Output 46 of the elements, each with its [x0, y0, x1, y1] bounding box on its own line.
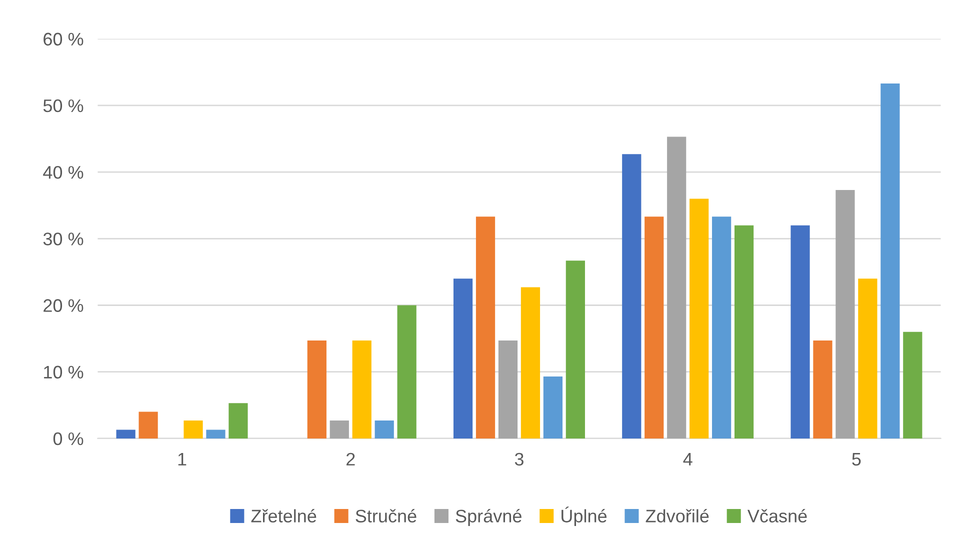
- x-tick-label: 3: [514, 452, 524, 466]
- bar: [712, 216, 732, 438]
- y-tick-label: 0 %: [53, 432, 84, 446]
- legend-label: Zdvořilé: [646, 509, 709, 522]
- bar: [622, 154, 642, 438]
- y-tick-label: 10 %: [44, 366, 84, 379]
- bar: [667, 136, 686, 438]
- bar: [858, 278, 878, 438]
- bar: [116, 430, 136, 438]
- bar: [836, 190, 855, 438]
- bar: [397, 305, 416, 438]
- legend-label: Stručné: [356, 509, 416, 522]
- bar: [352, 340, 372, 438]
- bar: [206, 430, 226, 438]
- bar: [813, 340, 832, 438]
- y-tick-label: 60 %: [44, 32, 84, 46]
- bar: [520, 287, 540, 438]
- bar: [543, 376, 563, 438]
- legend-label: Zřetelné: [251, 509, 316, 522]
- y-tick-label: 50 %: [43, 99, 84, 112]
- x-tick-label: 2: [346, 452, 355, 466]
- bar: [734, 225, 754, 438]
- bar: [880, 83, 900, 438]
- bar: [330, 420, 349, 438]
- bar: [476, 216, 496, 438]
- bar: [138, 412, 158, 438]
- y-tick-label: 20 %: [44, 299, 84, 312]
- x-tick-label: 5: [852, 453, 861, 466]
- bar: [374, 420, 394, 438]
- bar: [690, 198, 709, 438]
- x-tick-label: 4: [683, 453, 692, 466]
- x-tick-label: 1: [178, 453, 186, 466]
- y-tick-label: 40 %: [43, 166, 84, 179]
- bar: [644, 216, 664, 438]
- y-tick-label: 30 %: [43, 232, 84, 246]
- bar: [307, 340, 326, 438]
- legend-label: Včasné: [747, 509, 807, 522]
- bar: [453, 278, 473, 438]
- legend-label: Správné: [456, 509, 522, 526]
- legend-label: Úplné: [562, 506, 607, 526]
- bar: [790, 225, 810, 438]
- bar: [228, 403, 248, 438]
- bar: [566, 260, 585, 438]
- bar: [184, 420, 203, 438]
- bar: [498, 340, 518, 438]
- bar: [903, 332, 922, 438]
